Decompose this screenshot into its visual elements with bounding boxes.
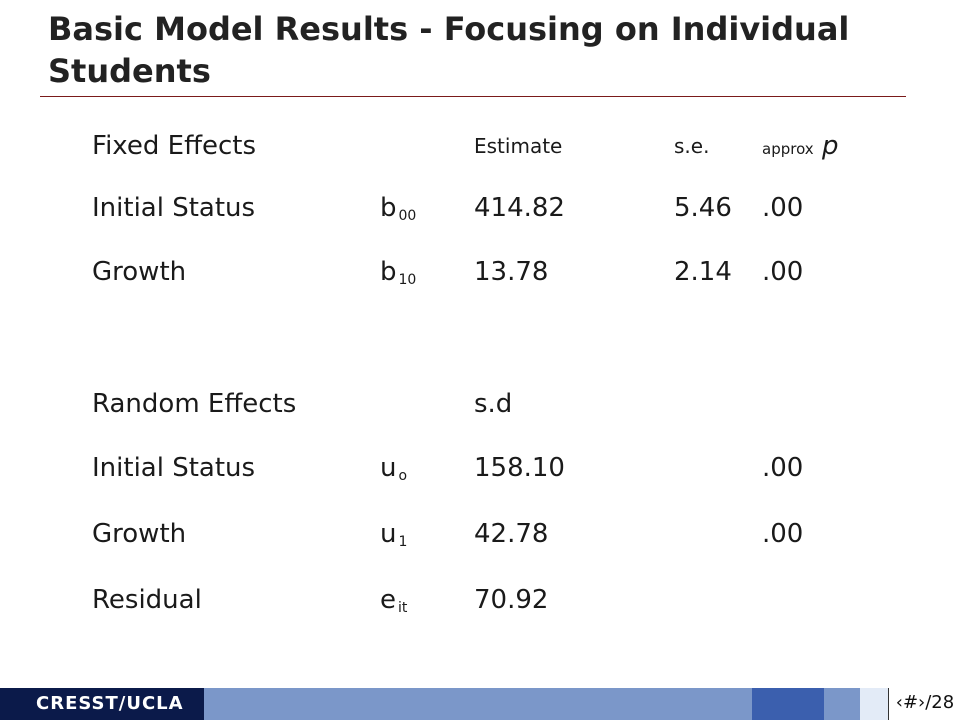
se-column-header: s.e.: [674, 134, 710, 158]
symbol-base: u: [380, 519, 397, 549]
slide-footer: CRESST/UCLA ‹#›/28: [0, 688, 960, 720]
row-estimate: 42.78: [474, 519, 549, 549]
row-symbol: b 10: [380, 252, 416, 300]
symbol-subscript: 00: [398, 208, 417, 224]
footer-brand: CRESST/UCLA: [36, 688, 204, 720]
symbol-subscript: it: [398, 600, 408, 616]
page-number: ‹#›/28: [888, 688, 960, 720]
p-column-header: approx p: [762, 126, 838, 169]
symbol-subscript: o: [398, 468, 408, 484]
row-p: .00: [762, 193, 804, 223]
row-label: Residual: [92, 585, 202, 615]
row-p: .00: [762, 257, 804, 287]
symbol-subscript: 1: [398, 534, 408, 550]
symbol-subscript: 10: [398, 272, 417, 288]
row-p: .00: [762, 453, 804, 483]
row-p: .00: [762, 519, 804, 549]
row-estimate: 414.82: [474, 193, 565, 223]
row-se: 2.14: [674, 257, 732, 287]
sd-column-header: s.d: [474, 389, 513, 419]
symbol-base: e: [380, 585, 396, 615]
row-symbol: e it: [380, 580, 407, 628]
row-label: Growth: [92, 519, 187, 549]
footer-accent-block: [0, 688, 36, 720]
random-effects-heading: Random Effects: [92, 389, 297, 419]
symbol-base: b: [380, 193, 397, 223]
row-estimate: 70.92: [474, 585, 549, 615]
row-label: Initial Status: [92, 193, 256, 223]
symbol-base: u: [380, 453, 397, 483]
estimate-column-header: Estimate: [474, 134, 563, 158]
row-estimate: 13.78: [474, 257, 549, 287]
symbol-base: b: [380, 257, 397, 287]
footer-accent-block: [860, 688, 890, 720]
row-se: 5.46: [674, 193, 732, 223]
fixed-effects-heading: Fixed Effects: [92, 131, 257, 161]
row-label: Growth: [92, 257, 187, 287]
row-label: Initial Status: [92, 453, 256, 483]
title-divider: [40, 96, 906, 97]
footer-accent-block: [752, 688, 824, 720]
row-symbol: b 00: [380, 188, 416, 236]
p-label: p: [821, 131, 839, 161]
approx-label: approx: [762, 140, 814, 158]
slide-title: Basic Model Results - Focusing on Indivi…: [48, 10, 850, 90]
row-estimate: 158.10: [474, 453, 565, 483]
